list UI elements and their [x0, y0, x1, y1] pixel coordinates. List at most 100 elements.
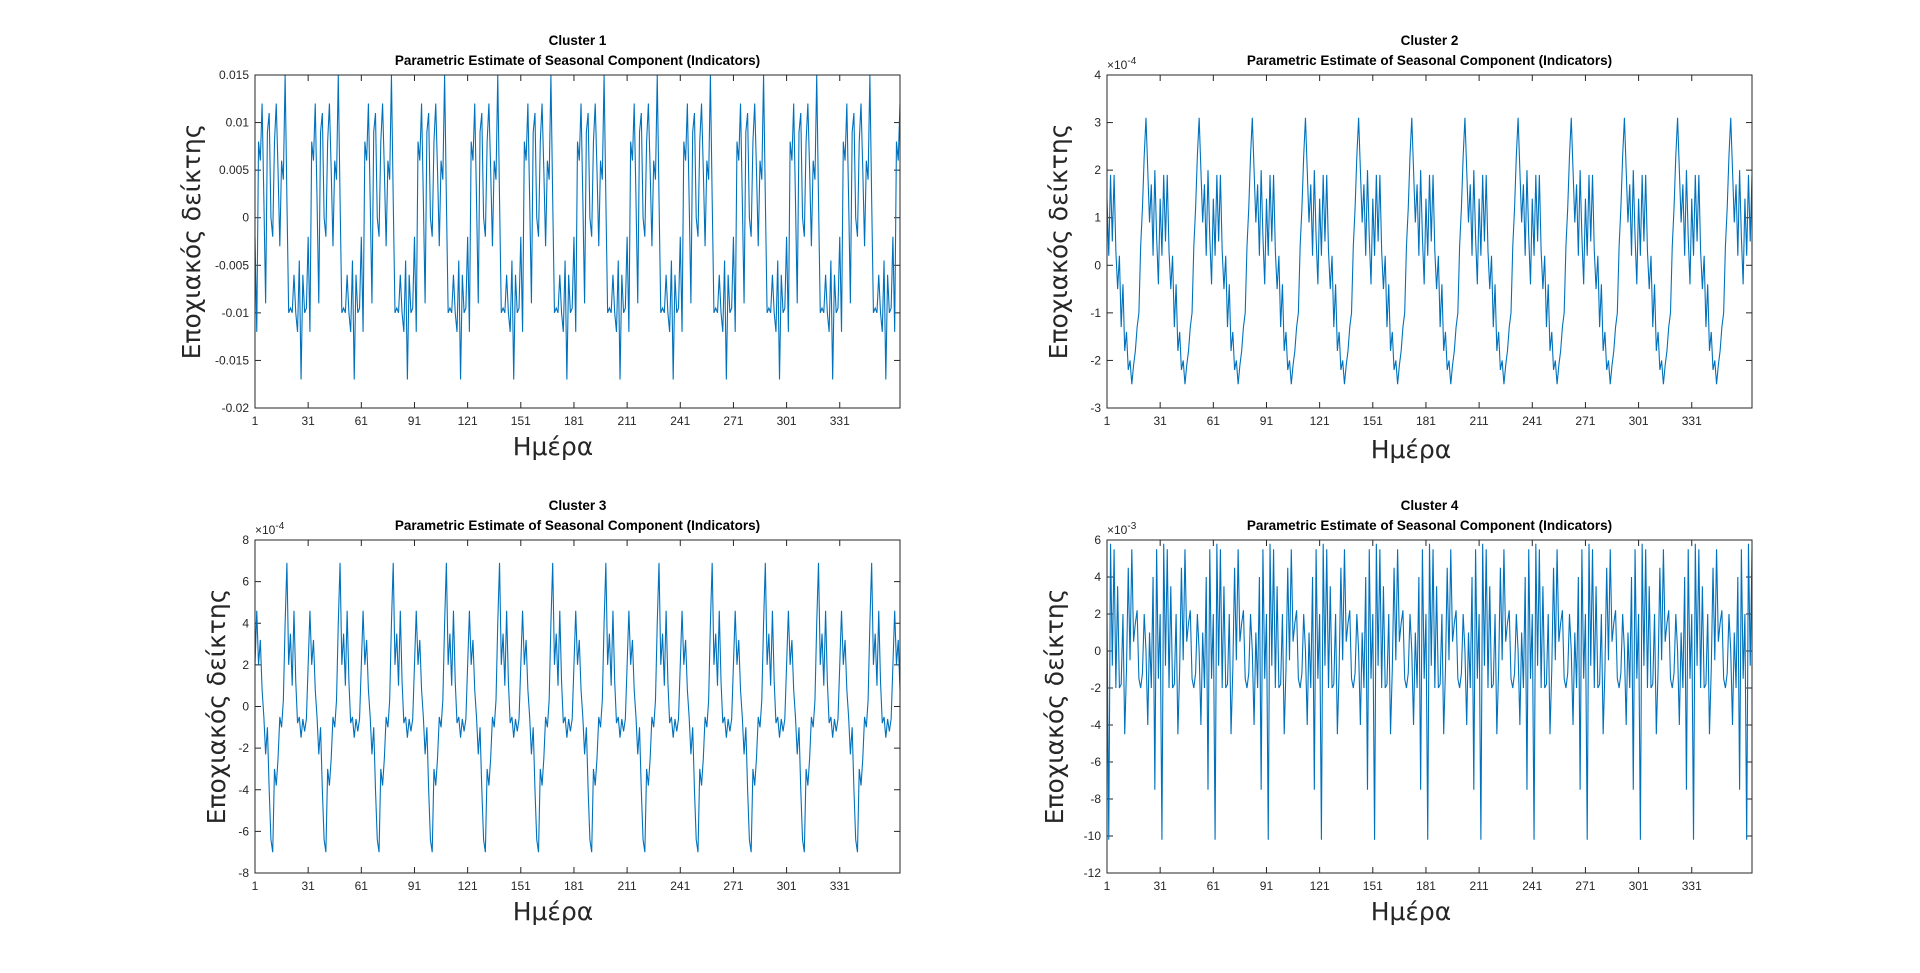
y-axis-exponent: ×10-4	[1107, 56, 1137, 72]
x-tick-label: 31	[1153, 879, 1167, 893]
x-tick-label: 151	[1363, 414, 1383, 428]
y-tick-label: 0	[1094, 644, 1101, 658]
y-tick-label: -2	[1090, 681, 1101, 695]
x-tick-label: 181	[1416, 414, 1436, 428]
x-tick-label: 241	[670, 414, 690, 428]
x-tick-label: 181	[564, 879, 584, 893]
x-tick-label: 271	[1575, 414, 1595, 428]
y-tick-label: -2	[1090, 353, 1101, 367]
x-tick-label: 91	[1260, 879, 1274, 893]
y-tick-label: -4	[238, 783, 249, 797]
x-tick-label: 211	[618, 879, 637, 893]
chart-subtitle: Parametric Estimate of Seasonal Componen…	[395, 518, 760, 533]
y-exponent-group: ×10-3	[1107, 521, 1137, 537]
x-tick-label: 61	[355, 879, 369, 893]
x-tick-label: 241	[670, 879, 690, 893]
y-axis-label: Εποχιακός δείκτης	[202, 589, 231, 825]
x-tick-label: 91	[1260, 414, 1274, 428]
y-tick-label: -12	[1084, 866, 1102, 880]
chart-title: Cluster 2	[1401, 33, 1459, 48]
x-tick-label: 331	[1682, 414, 1702, 428]
y-axis-exponent: ×10-3	[1107, 521, 1137, 537]
y-axis-label: Εποχιακός δείκτης	[1044, 124, 1073, 360]
chart-subtitle: Parametric Estimate of Seasonal Componen…	[1247, 53, 1612, 68]
x-tick-label: 1	[1104, 879, 1111, 893]
axes-frame	[1106, 74, 1753, 409]
y-tick-label: -2	[238, 741, 249, 755]
x-axis-label: Ημέρα	[513, 432, 594, 461]
x-tick-label: 301	[1629, 414, 1649, 428]
subplot-cluster-4: Cluster 4 Parametric Estimate of Seasona…	[1040, 498, 1753, 926]
subplot-cluster-3: Cluster 3 Parametric Estimate of Seasona…	[202, 498, 901, 926]
y-axis-label: Εποχιακός δείκτης	[1040, 589, 1069, 825]
y-exponent-group: ×10-4	[1107, 56, 1137, 72]
y-tick-label: 0	[1094, 258, 1101, 272]
y-tick-label: -3	[1090, 401, 1101, 415]
x-tick-label: 31	[1153, 414, 1167, 428]
x-tick-label: 211	[618, 414, 637, 428]
y-tick-label: -8	[1090, 792, 1101, 806]
chart-title: Cluster 4	[1401, 498, 1459, 513]
x-tick-label: 121	[1310, 879, 1330, 893]
x-tick-label: 121	[458, 879, 478, 893]
axes-frame	[1106, 539, 1753, 874]
y-tick-label: -0.005	[215, 258, 249, 272]
x-tick-label: 211	[1470, 879, 1489, 893]
y-tick-label: -0.01	[222, 306, 250, 320]
y-tick-label: 6	[1094, 533, 1101, 547]
x-tick-label: 151	[1363, 879, 1383, 893]
subplot-cluster-2: Cluster 2 Parametric Estimate of Seasona…	[1044, 33, 1753, 464]
y-tick-label: -1	[1090, 306, 1101, 320]
x-tick-label: 271	[723, 879, 743, 893]
y-axis-ticks: -3 -2 -1 0 1 2 3 4	[1090, 68, 1752, 415]
y-tick-label: -6	[1090, 755, 1101, 769]
x-axis-label: Ημέρα	[513, 897, 594, 926]
y-axis-ticks: -8 -6 -4 -2 0 2 4 6 8	[238, 533, 900, 880]
x-tick-label: 331	[830, 879, 850, 893]
x-tick-label: 61	[355, 414, 369, 428]
y-tick-label: 4	[1094, 68, 1101, 82]
x-tick-label: 271	[1575, 879, 1595, 893]
x-tick-label: 331	[1682, 879, 1702, 893]
x-tick-label: 61	[1207, 414, 1221, 428]
y-tick-label: 1	[1094, 211, 1101, 225]
seasonal-series-line	[254, 74, 901, 380]
y-axis-label: Εποχιακός δείκτης	[177, 124, 206, 360]
y-tick-label: 2	[1094, 607, 1101, 621]
y-tick-label: -8	[238, 866, 249, 880]
x-tick-label: 181	[564, 414, 584, 428]
x-tick-label: 121	[1310, 414, 1330, 428]
y-axis-exponent: ×10-4	[255, 521, 285, 537]
x-tick-label: 301	[777, 414, 797, 428]
chart-title: Cluster 1	[549, 33, 607, 48]
y-tick-label: 0.015	[219, 68, 249, 82]
y-tick-label: 3	[1094, 116, 1101, 130]
x-tick-label: 1	[1104, 414, 1111, 428]
y-axis-ticks: -12 -10 -8 -6 -4 -2 0 2 4 6	[1084, 533, 1752, 880]
x-tick-label: 61	[1207, 879, 1221, 893]
y-tick-label: 6	[242, 575, 249, 589]
x-tick-label: 151	[511, 414, 531, 428]
seasonal-series-line	[1106, 117, 1753, 385]
y-axis-ticks: -0.02 -0.015 -0.01 -0.005 0 0.005 0.01 0.015	[215, 68, 900, 415]
x-tick-label: 121	[458, 414, 478, 428]
y-tick-label: -10	[1084, 829, 1102, 843]
chart-title: Cluster 3	[549, 498, 607, 513]
x-axis-ticks: 1 31 61 91 121 151 181 211 241 271 301 331	[1104, 540, 1702, 893]
chart-subtitle: Parametric Estimate of Seasonal Componen…	[395, 53, 760, 68]
y-tick-label: -6	[238, 824, 249, 838]
x-axis-ticks: 1 31 61 91 121 151 181 211 241 271 301 331	[252, 75, 850, 428]
axes-frame	[254, 74, 901, 409]
y-tick-label: 0.01	[226, 116, 250, 130]
y-tick-label: 2	[1094, 163, 1101, 177]
x-tick-label: 31	[301, 879, 315, 893]
y-tick-label: -0.015	[215, 353, 249, 367]
x-tick-label: 211	[1470, 414, 1489, 428]
x-tick-label: 331	[830, 414, 850, 428]
x-tick-label: 241	[1522, 414, 1542, 428]
subplot-cluster-1: Cluster 1 Parametric Estimate of Seasona…	[177, 33, 901, 461]
x-tick-label: 271	[723, 414, 743, 428]
x-tick-label: 181	[1416, 879, 1436, 893]
